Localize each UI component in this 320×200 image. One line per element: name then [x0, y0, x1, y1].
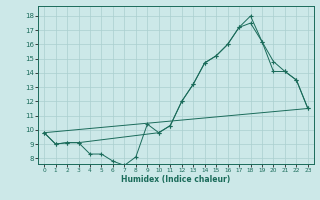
X-axis label: Humidex (Indice chaleur): Humidex (Indice chaleur)	[121, 175, 231, 184]
